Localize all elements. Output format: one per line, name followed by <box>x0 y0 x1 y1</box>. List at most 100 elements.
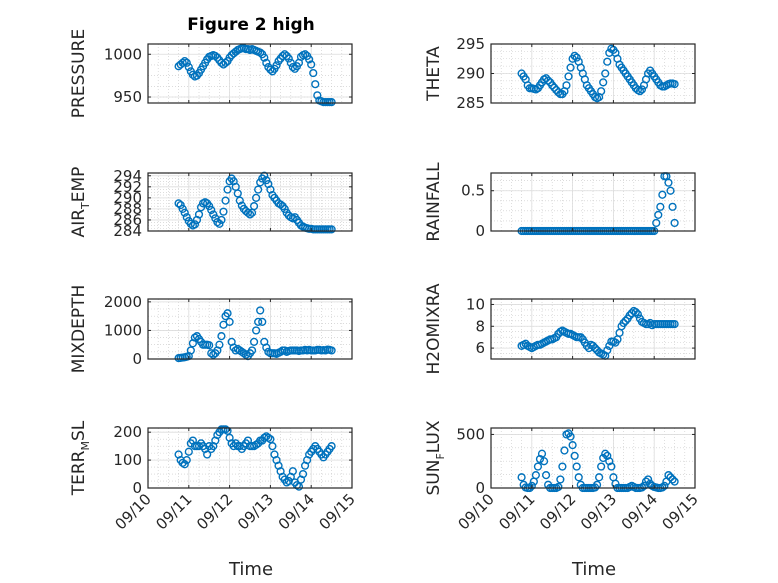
sun_flux-data-point <box>668 475 677 484</box>
sun_flux-data-point <box>541 471 551 480</box>
terr_msl-data-point <box>264 433 273 442</box>
air_temp-ytick-label: 294 <box>113 167 142 185</box>
sun_flux-data-point <box>595 473 604 482</box>
h2omixra-data-point <box>625 311 634 320</box>
air_temp-data-point <box>213 218 222 227</box>
h2omixra-subplot: 6 8 10 H2OMIXRA <box>424 283 696 375</box>
rainfall-subplot: 0 0.5 RAINFALL <box>424 162 696 242</box>
mixdepth-ytick-label: 2000 <box>104 293 142 311</box>
sun_flux-ytick-label: 500 <box>456 425 485 443</box>
sun_flux-data-point <box>670 477 679 486</box>
air_temp-data-point <box>233 189 242 198</box>
pressure-data-point <box>266 65 275 74</box>
terr_msl-data-point <box>282 478 291 487</box>
h2omixra-data-point <box>588 341 598 351</box>
mixdepth-data-point <box>249 337 259 346</box>
sun_flux-data-point <box>556 475 565 484</box>
pressure-ylabel: PRESSURE <box>69 29 89 118</box>
terr_msl-axes-box <box>147 427 353 489</box>
terr_msl-data-point <box>203 450 212 459</box>
terr_msl-data-point <box>288 467 297 476</box>
theta-data-point <box>566 63 575 72</box>
sun_flux-data-point <box>601 449 610 458</box>
rainfall-data-point <box>668 202 677 211</box>
theta-data-point <box>548 81 557 90</box>
mixdepth-ylabel: MIXDEPTH <box>69 285 89 374</box>
pressure-data-point <box>272 61 281 70</box>
mixdepth-data-point <box>327 346 336 355</box>
pressure-data-point <box>305 55 314 64</box>
terr_msl-data-point <box>292 481 302 490</box>
air_temp-data-point <box>235 196 244 205</box>
air_temp-data-point <box>327 225 336 234</box>
mixdepth-subplot: 0 1000 2000 MIXDEPTH <box>69 285 353 374</box>
sun_flux-data-point <box>643 475 653 484</box>
mixdepth-data-point <box>254 317 263 326</box>
sun_flux-data-point <box>611 479 620 488</box>
h2omixra-data-point <box>605 341 614 351</box>
rainfall-data-point <box>658 190 667 199</box>
h2omixra-ytick-label: 10 <box>466 295 485 313</box>
h2omixra-data-point <box>603 346 612 355</box>
terr_msl-data-point <box>268 442 277 451</box>
sun_flux-data-point <box>666 473 675 482</box>
rainfall-axes-box <box>490 172 696 232</box>
h2omixra-data-point <box>619 318 628 328</box>
theta-data-point <box>550 83 559 92</box>
terr_msl-data-point <box>182 455 191 465</box>
sun_flux-data-point <box>531 471 540 480</box>
mixdepth-data-point <box>215 340 224 349</box>
terr_msl-data-point <box>184 447 193 456</box>
air_temp-data-point <box>217 215 226 225</box>
theta-ytick-label: 290 <box>456 65 485 83</box>
mixdepth-data-point <box>252 326 261 335</box>
pressure-data-point <box>260 53 269 62</box>
pressure-data-point <box>327 98 336 107</box>
sun_flux-data-point <box>574 473 583 482</box>
sun_flux-data-point <box>607 462 616 471</box>
theta-ytick-label: 285 <box>456 94 485 112</box>
pressure-axes-box <box>147 43 353 104</box>
sun_flux-data-point <box>537 449 547 458</box>
mixdepth-axes-box <box>147 298 353 360</box>
h2omixra-data-point <box>621 316 630 325</box>
mixdepth-data-point <box>241 350 251 359</box>
terr_msl-data-point <box>327 442 336 451</box>
pressure-data-point <box>313 91 322 100</box>
mixdepth-data-point <box>190 333 200 342</box>
sun_flux-data-point <box>558 462 567 471</box>
air_temp-data-point <box>252 193 261 202</box>
sun_flux-data-point <box>566 432 575 441</box>
sun_flux-data-point <box>527 481 536 490</box>
air_temp-data-point <box>254 185 263 194</box>
air_temp-ytick-label: 284 <box>113 222 142 240</box>
air_temp-data-point <box>245 210 255 219</box>
air_temp-ylabel: AIRTEMP <box>69 167 92 238</box>
rainfall-data-point <box>652 218 661 228</box>
pressure-subplot: 950 1000 PRESSURE <box>69 29 353 118</box>
theta-data-point <box>570 51 579 60</box>
pressure-data-point <box>231 47 240 56</box>
mixdepth-ytick-label: 0 <box>132 350 142 368</box>
terr_msl-data-point <box>266 435 275 444</box>
theta-data-point <box>601 69 610 78</box>
terr_msl-data-point <box>223 426 232 435</box>
pressure-data-point <box>311 80 320 89</box>
theta-data-point <box>599 78 608 87</box>
theta-data-point <box>635 87 645 96</box>
air_temp-data-point <box>207 205 216 215</box>
pressure-data-point <box>256 48 265 57</box>
h2omixra-data-point <box>633 310 642 319</box>
terr_msl-data-point <box>221 425 230 434</box>
mixdepth-data-point <box>217 332 226 341</box>
rainfall-data-point <box>654 210 663 219</box>
rainfall-data-point <box>670 218 679 228</box>
air_temp-data-point <box>194 210 204 219</box>
rainfall-plot-area <box>491 173 695 231</box>
sun_flux-data-point <box>535 454 545 464</box>
theta-data-point <box>562 81 571 90</box>
rainfall-data-point <box>666 186 675 195</box>
h2omixra-axes-box <box>490 298 696 360</box>
sun_flux-data-point <box>572 462 581 471</box>
